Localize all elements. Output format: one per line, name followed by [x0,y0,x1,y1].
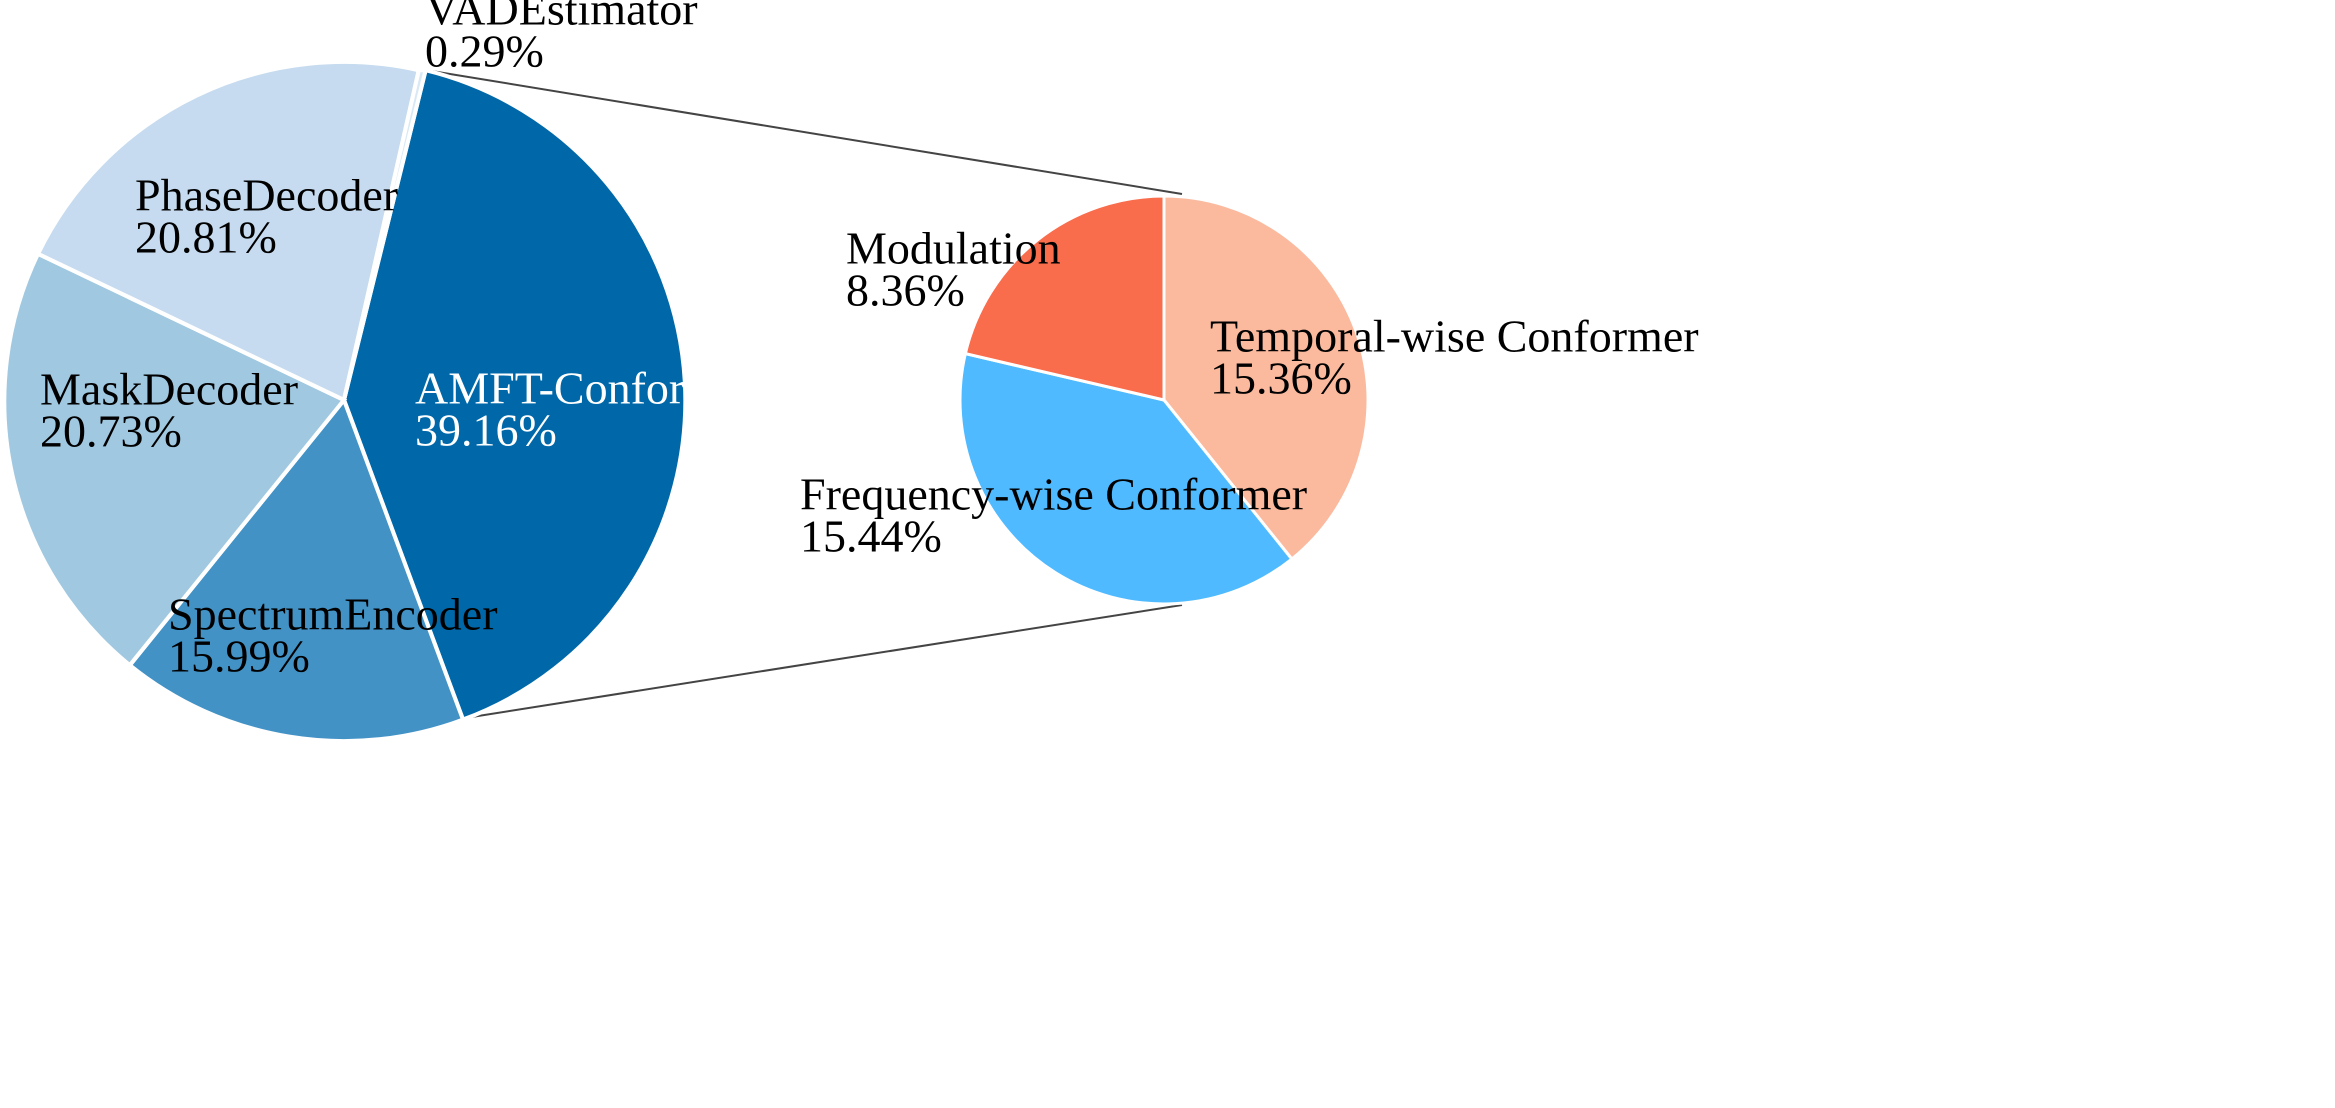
slice-vadestimator [342,68,429,401]
breakdown-slice-value-modulation: 8.36% [846,265,965,316]
slice-label-amft-conformer: AMFT-Conformer [415,363,756,414]
slice-value-phasedecoder: 20.81% [135,212,277,263]
slice-value-maskdecoder: 20.73% [40,406,182,457]
slice-spectrumencoder [126,395,466,744]
main-pie [2,59,688,744]
breakdown-slice-modulation [963,194,1166,402]
slice-amft-conformer [341,67,688,723]
slice-value-vadestimator: 0.29% [425,26,544,77]
slice-label-phasedecoder: PhaseDecoder [135,170,398,221]
breakdown-slice-label-modulation: Modulation [846,223,1061,274]
breakdown-pie [958,194,1370,606]
connector-lines [426,69,1183,720]
connector-line-top [426,69,1183,195]
slice-label-maskdecoder: MaskDecoder [40,364,298,415]
breakdown-slice-temporal-wise-conformer [1162,194,1370,562]
slice-label-vadestimator: VADEstimator [425,0,698,35]
slice-phasedecoder [35,59,422,403]
breakdown-slice-value-temporal-wise-conformer: 15.36% [1210,353,1352,404]
connector-line-bottom [463,604,1183,720]
slice-value-spectrumencoder: 15.99% [168,631,310,682]
breakdown-slice-label-temporal-wise-conformer: Temporal-wise Conformer [1210,311,1699,362]
breakdown-slice-label-frequency-wise-conformer: Frequency-wise Conformer [800,469,1307,520]
slice-label-spectrumencoder: SpectrumEncoder [168,589,498,640]
breakdown-slice-value-frequency-wise-conformer: 15.44% [800,511,942,562]
slice-maskdecoder [2,251,348,669]
slice-value-amft-conformer: 39.16% [415,405,557,456]
breakdown-slice-frequency-wise-conformer [958,351,1294,606]
